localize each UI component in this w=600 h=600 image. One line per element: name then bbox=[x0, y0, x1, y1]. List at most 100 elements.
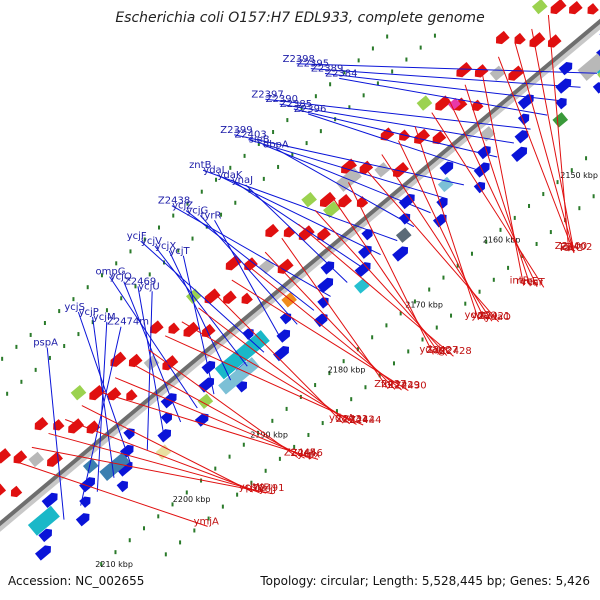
forward-gene-label: Z2474m bbox=[80, 317, 149, 506]
gene-arrow bbox=[276, 329, 291, 343]
tick-dot bbox=[234, 200, 237, 205]
gene-name: tyrR bbox=[201, 210, 222, 221]
label-leader-line bbox=[98, 391, 319, 460]
tick-dot bbox=[528, 203, 531, 208]
tick-dot bbox=[272, 130, 275, 135]
gene-arrow bbox=[53, 419, 65, 431]
forward-gene-label: ycjG bbox=[186, 205, 298, 325]
tick-dot bbox=[513, 215, 516, 220]
gene-arrow bbox=[204, 288, 221, 304]
reverse-gene-label: ydaA bbox=[214, 293, 354, 424]
forward-gene bbox=[439, 161, 454, 175]
gene-arrow bbox=[320, 261, 335, 275]
gene-blocks bbox=[0, 0, 600, 561]
tick-dot bbox=[186, 201, 189, 206]
reverse-gene bbox=[201, 323, 216, 338]
reverse-gene bbox=[225, 255, 242, 271]
reverse-gene bbox=[89, 384, 106, 401]
feature-block bbox=[354, 278, 370, 294]
label-leader-line bbox=[164, 335, 364, 426]
label-leader-line bbox=[198, 307, 351, 425]
gene-name: Z2491 bbox=[252, 483, 284, 494]
tick-dot bbox=[229, 165, 232, 170]
tick-dot bbox=[271, 418, 274, 423]
tick-dot bbox=[535, 241, 538, 246]
tick-dot bbox=[421, 337, 424, 342]
reverse-gene-label: kil bbox=[514, 42, 575, 253]
gene-arrow bbox=[555, 97, 567, 110]
tick-dot bbox=[128, 538, 131, 543]
gene-name: Z2390 bbox=[266, 94, 298, 105]
forward-gene-label: Z2398 bbox=[283, 54, 598, 74]
gene-arrow bbox=[225, 255, 242, 271]
tick-dot bbox=[405, 57, 408, 62]
tick-dot bbox=[179, 540, 182, 545]
label-leader-line bbox=[298, 223, 454, 357]
gene-arrow bbox=[0, 483, 7, 497]
forward-gene-label: ycjP bbox=[79, 307, 115, 478]
feature-block bbox=[323, 201, 341, 218]
reverse-gene bbox=[68, 418, 85, 434]
gene-arrow bbox=[110, 351, 127, 367]
gene-name: recT bbox=[523, 277, 546, 288]
tick-dot bbox=[262, 176, 265, 181]
forward-gene-label: Z2469 bbox=[124, 276, 165, 437]
gene-arrow bbox=[86, 420, 101, 434]
gene-name: ycjU bbox=[138, 281, 160, 292]
gene-name: Z2428 bbox=[439, 346, 471, 357]
tick-dot bbox=[456, 263, 459, 268]
gene-arrow bbox=[89, 384, 106, 401]
forward-gene bbox=[75, 513, 90, 527]
forward-gene bbox=[592, 82, 600, 94]
gene-name: ydaL bbox=[203, 165, 227, 176]
gene-name: Z2438 bbox=[158, 196, 190, 207]
gene-arrow bbox=[160, 393, 177, 409]
tick-dot bbox=[143, 237, 146, 242]
label-leader-line bbox=[234, 134, 464, 186]
forward-gene-label: ydaK bbox=[217, 170, 365, 269]
gene-arrow bbox=[398, 213, 411, 225]
gene-name: recE bbox=[516, 276, 538, 287]
tick-dot bbox=[357, 58, 360, 63]
reverse-gene bbox=[128, 353, 143, 368]
gene-arrow bbox=[38, 528, 52, 543]
label-leader-line bbox=[296, 63, 598, 74]
gene-name: ydaC bbox=[465, 310, 490, 321]
tick-dot bbox=[286, 118, 289, 123]
tick-dot bbox=[100, 273, 103, 278]
forward-gene bbox=[317, 277, 334, 294]
tick-dot bbox=[549, 230, 552, 235]
gene-arrow bbox=[439, 161, 454, 175]
reverse-gene bbox=[223, 290, 237, 304]
feature-block bbox=[594, 61, 600, 77]
tick-dot bbox=[214, 466, 217, 471]
tick-dot bbox=[542, 192, 545, 197]
reverse-gene-label: intR bbox=[481, 70, 530, 287]
gene-arrow bbox=[569, 0, 583, 15]
gene-arrow bbox=[317, 277, 334, 294]
forward-gene-label: Z2395 bbox=[297, 59, 581, 88]
reverse-gene bbox=[547, 34, 562, 48]
reverse-gene bbox=[456, 62, 473, 78]
tick-dot bbox=[585, 156, 588, 161]
gene-name: intR bbox=[510, 276, 530, 287]
reverse-gene bbox=[414, 128, 431, 144]
tick-dot bbox=[470, 251, 473, 256]
reverse-gene bbox=[265, 223, 279, 238]
forward-gene bbox=[317, 297, 329, 309]
forward-gene bbox=[273, 346, 290, 362]
forward-gene-label: ynaJ bbox=[232, 175, 348, 283]
tick-dot bbox=[171, 502, 174, 507]
gene-arrow bbox=[354, 262, 371, 278]
gene-arrow bbox=[517, 94, 534, 110]
gene-name: ydaO bbox=[485, 312, 511, 323]
reverse-gene-label: ymjA bbox=[15, 460, 219, 527]
label-leader-line bbox=[464, 84, 531, 287]
tick-dot bbox=[134, 284, 137, 289]
tick-dot bbox=[129, 249, 132, 254]
feature-block bbox=[197, 393, 214, 409]
gene-arrow bbox=[244, 257, 258, 271]
forward-gene bbox=[361, 228, 373, 241]
gene-name: fnr bbox=[381, 379, 396, 390]
reverse-gene bbox=[341, 158, 357, 174]
